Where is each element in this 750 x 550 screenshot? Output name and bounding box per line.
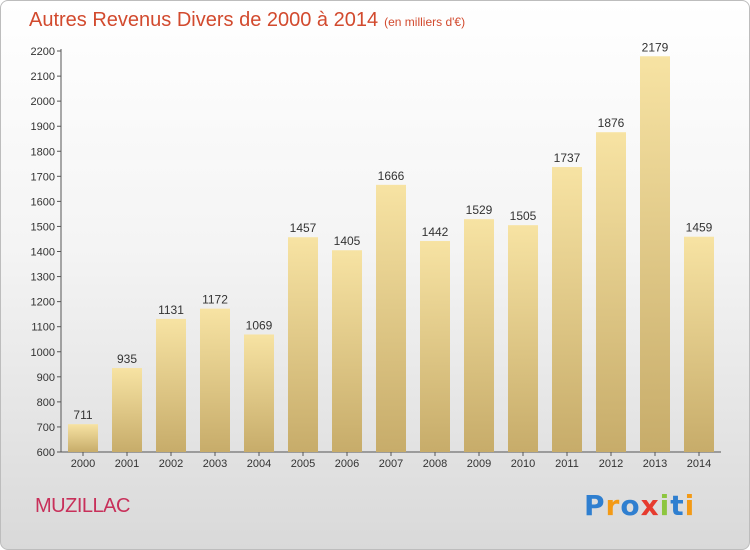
x-tick-label: 2008 xyxy=(423,458,447,470)
logo-letter: P xyxy=(584,489,606,522)
chart-title: Autres Revenus Divers de 2000 à 2014 (en … xyxy=(29,9,465,32)
logo-letter: i xyxy=(659,489,671,522)
y-tick-label: 2100 xyxy=(31,71,55,83)
x-tick-label: 2002 xyxy=(159,458,183,470)
x-tick-label: 2013 xyxy=(643,458,667,470)
y-tick-label: 1800 xyxy=(31,146,55,158)
data-label: 1459 xyxy=(686,221,713,235)
data-label: 1069 xyxy=(246,318,273,332)
y-tick-label: 1600 xyxy=(31,196,55,208)
data-label: 1505 xyxy=(510,209,537,223)
x-tick-label: 2007 xyxy=(379,458,403,470)
data-label: 1442 xyxy=(422,225,449,239)
x-tick-label: 2011 xyxy=(555,458,579,470)
y-tick-label: 700 xyxy=(37,422,55,434)
y-tick-label: 600 xyxy=(37,447,55,459)
data-label: 1529 xyxy=(466,203,493,217)
bar xyxy=(552,167,582,452)
y-tick-label: 1200 xyxy=(31,297,55,309)
data-label: 1457 xyxy=(290,221,317,235)
x-tick-label: 2014 xyxy=(687,458,711,470)
y-tick-label: 1300 xyxy=(31,272,55,284)
data-label: 2179 xyxy=(642,40,669,54)
bar xyxy=(68,424,98,452)
data-label: 711 xyxy=(73,408,92,422)
bar-layer xyxy=(68,56,714,453)
bar xyxy=(244,334,274,452)
chart-title-text: Autres Revenus Divers de 2000 à 2014 xyxy=(29,9,379,31)
data-label: 1172 xyxy=(202,293,228,307)
y-tick-label: 2200 xyxy=(31,46,55,58)
bar xyxy=(420,240,450,452)
bar xyxy=(684,236,714,452)
logo-letter: x xyxy=(640,489,660,522)
label-layer: 711 935 1131 1172 1069 1457 1405 1666 1442 1529 15… xyxy=(73,40,712,422)
logo-letter: o xyxy=(620,489,641,522)
data-label: 1737 xyxy=(554,151,581,165)
logo-letter: t xyxy=(670,489,685,522)
x-tick-label: 2000 xyxy=(71,458,95,470)
logo-letter: r xyxy=(605,489,621,522)
logo-letter: i xyxy=(684,489,696,522)
bar xyxy=(200,308,230,452)
y-tick-label: 800 xyxy=(37,397,55,409)
y-tick-label: 900 xyxy=(37,372,55,384)
bar xyxy=(464,219,494,452)
x-tick-label: 2003 xyxy=(203,458,227,470)
bar xyxy=(112,368,142,452)
x-tick-label: 2012 xyxy=(599,458,623,470)
proxiti-logo: Proxiti xyxy=(584,489,695,522)
bar xyxy=(156,318,186,452)
bar xyxy=(508,225,538,452)
x-tick-label: 2009 xyxy=(467,458,491,470)
bar xyxy=(596,132,626,452)
bar xyxy=(288,237,318,452)
data-label: 935 xyxy=(117,352,137,366)
bar xyxy=(332,250,362,452)
data-label: 1666 xyxy=(378,169,405,183)
y-tick-label: 1500 xyxy=(31,221,55,233)
x-tick-label: 2006 xyxy=(335,458,359,470)
data-label: 1405 xyxy=(334,234,361,248)
bar xyxy=(376,184,406,453)
y-tick-label: 1000 xyxy=(31,347,55,359)
data-label: 1131 xyxy=(158,303,184,317)
data-label: 1876 xyxy=(598,116,625,130)
x-tick-label: 2005 xyxy=(291,458,315,470)
x-tick-label: 2010 xyxy=(511,458,535,470)
y-tick-label: 1900 xyxy=(31,121,55,133)
y-tick-label: 1400 xyxy=(31,247,55,259)
x-tick-label: 2004 xyxy=(247,458,271,470)
town-name: MUZILLAC xyxy=(35,495,130,517)
y-tick-label: 1700 xyxy=(31,171,55,183)
x-tick-label: 2001 xyxy=(115,458,139,470)
bar xyxy=(640,56,670,453)
y-tick-label: 1100 xyxy=(31,322,55,334)
y-tick-label: 2000 xyxy=(31,96,55,108)
chart-unit-note: (en milliers d'€) xyxy=(384,15,466,29)
